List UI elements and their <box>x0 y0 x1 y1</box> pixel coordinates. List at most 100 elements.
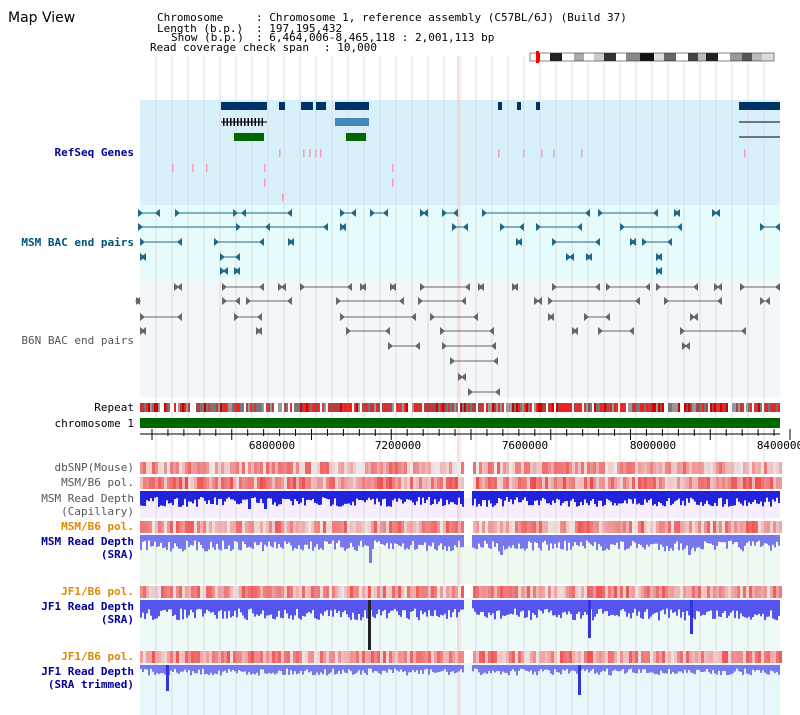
jf1-trim-depth-bar <box>364 665 366 673</box>
b6n-bac-pair-end <box>513 283 518 291</box>
repeat-segment <box>506 403 508 412</box>
track-label-jf1-b6-pol-1[interactable]: JF1/B6 pol. <box>61 585 134 598</box>
dbsnp-heat-cell <box>164 462 167 474</box>
jf1-pol-heat-cell <box>617 586 620 598</box>
jf1-sra-depth-bar <box>504 600 506 617</box>
jf1-pol-heat-cell <box>710 586 713 598</box>
track-label-jf1-b6-pol-2[interactable]: JF1/B6 pol. <box>61 650 134 663</box>
repeat-segment <box>318 403 320 412</box>
jf1-pol-heat-cell <box>191 586 194 598</box>
msm-sra-depth-bar <box>256 535 258 546</box>
msm-cap-depth-bar <box>536 491 538 501</box>
track-label-jf1-depth-trim[interactable]: JF1 Read Depth <box>41 665 134 678</box>
track-label-jf1-depth-sra[interactable]: JF1 Read Depth <box>41 600 134 613</box>
dbsnp-heat-cell <box>317 462 320 474</box>
msm-cap-depth-bar <box>554 491 556 503</box>
msm-pol2-heat-cell <box>491 521 494 533</box>
track-label-b6n-bac[interactable]: B6N BAC end pairs <box>21 334 134 347</box>
jf1-pol-heat-cell <box>683 586 686 598</box>
track-label-refseq[interactable]: RefSeq Genes <box>54 146 134 159</box>
msm-sra-depth-bar <box>194 535 196 541</box>
repeat-segment <box>638 403 640 412</box>
msm-pol-heat-cell <box>548 477 551 489</box>
jf1-pol2-heat-cell <box>272 651 275 663</box>
msm-sra-depth-bar <box>520 535 522 549</box>
msm-pol2-heat-cell <box>578 521 581 533</box>
b6n-bac-pair-end <box>740 283 745 291</box>
repeat-segment <box>324 403 326 412</box>
jf1-sra-depth-bar <box>566 600 568 615</box>
jf1-trim-depth-bar <box>450 665 452 672</box>
msm-cap-depth-bar <box>592 491 594 499</box>
repeat-segment <box>296 403 298 412</box>
jf1-trim-depth-bar <box>602 665 604 671</box>
track-label-msm-depth-sra[interactable]: MSM Read Depth <box>41 535 134 548</box>
dbsnp-heat-cell <box>314 462 317 474</box>
msm-pol-heat-cell <box>257 477 260 489</box>
msm-sra-depth-bar <box>618 535 620 549</box>
msm-pol2-heat-cell <box>599 521 602 533</box>
msm-sra-depth-bar <box>360 535 362 541</box>
jf1-pol2-heat-cell <box>284 651 287 663</box>
track-label-msm-b6-pol-1[interactable]: MSM/B6 pol. <box>61 476 134 489</box>
msm-cap-depth-bar <box>538 491 540 506</box>
repeat-segment <box>466 403 468 412</box>
jf1-pol-heat-cell <box>512 586 515 598</box>
track-label-msm-b6-pol-2[interactable]: MSM/B6 pol. <box>61 520 134 533</box>
jf1-pol2-heat-cell <box>257 651 260 663</box>
msm-sra-depth-bar <box>406 535 408 549</box>
msm-pol2-heat-cell <box>677 521 680 533</box>
msm-sra-depth-bar <box>234 535 236 542</box>
jf1-sra-depth-bar <box>232 600 234 616</box>
msm-pol-heat-cell <box>518 477 521 489</box>
b6n-bac-pair-end <box>385 327 390 335</box>
track-label-repeat[interactable]: Repeat <box>94 401 134 414</box>
msm-cap-depth-bar <box>696 491 698 505</box>
msm-pol2-heat-cell <box>767 521 770 533</box>
jf1-trim-depth-bar <box>686 665 688 673</box>
dbsnp-heat-cell <box>386 462 389 474</box>
jf1-pol2-heat-cell <box>428 651 431 663</box>
msm-pol-heat-cell <box>566 477 569 489</box>
dbsnp-heat-cell <box>191 462 194 474</box>
jf1-trim-depth-bar <box>452 665 454 672</box>
jf1-pol2-heat-cell <box>761 651 764 663</box>
jf1-trim-depth-bar <box>552 665 554 675</box>
repeat-segment <box>386 403 388 412</box>
msm-cap-depth-bar <box>392 491 394 501</box>
jf1-sra-depth-bar <box>196 600 198 610</box>
jf1-pol-heat-cell <box>212 586 215 598</box>
ideogram-band <box>540 53 550 61</box>
jf1-sra-depth-bar <box>602 600 604 614</box>
msm-sra-depth-bar <box>250 535 252 548</box>
msm-pol2-heat-cell <box>629 521 632 533</box>
dbsnp-heat-cell <box>539 462 542 474</box>
msm-sra-depth-bar <box>306 535 308 545</box>
msm-sra-depth-bar <box>738 535 740 548</box>
msm-pol-heat-cell <box>776 477 779 489</box>
msm-sra-depth-bar <box>574 535 576 543</box>
msm-bac-pair-end <box>420 209 425 217</box>
dbsnp-heat-cell <box>371 462 374 474</box>
jf1-sra-depth-bar <box>718 600 720 617</box>
msm-pol-heat-cell <box>146 477 149 489</box>
dbsnp-heat-cell <box>383 462 386 474</box>
msm-pol-heat-cell <box>473 477 476 489</box>
jf1-trim-depth-bar <box>432 665 434 673</box>
jf1-pol-heat-cell <box>221 586 224 598</box>
track-label-msm-bac[interactable]: MSM BAC end pairs <box>21 236 134 249</box>
msm-pol-heat-cell <box>500 477 503 489</box>
msm-sra-depth-bar <box>442 535 444 550</box>
jf1-sra-depth-bar <box>678 600 680 610</box>
jf1-sra-depth-bar <box>600 600 602 609</box>
track-label-dbsnp[interactable]: dbSNP(Mouse) <box>54 461 134 474</box>
jf1-sra-depth-bar <box>770 600 772 611</box>
msm-pol-heat-cell <box>305 477 308 489</box>
jf1-pol-heat-cell <box>572 586 575 598</box>
jf1-trim-depth-bar <box>354 665 356 674</box>
jf1-trim-depth-bar <box>614 665 616 670</box>
jf1-trim-depth-bar <box>196 665 198 674</box>
msm-cap-depth-bar <box>516 491 518 498</box>
track-label-msm-depth-cap[interactable]: MSM Read Depth <box>41 492 134 505</box>
